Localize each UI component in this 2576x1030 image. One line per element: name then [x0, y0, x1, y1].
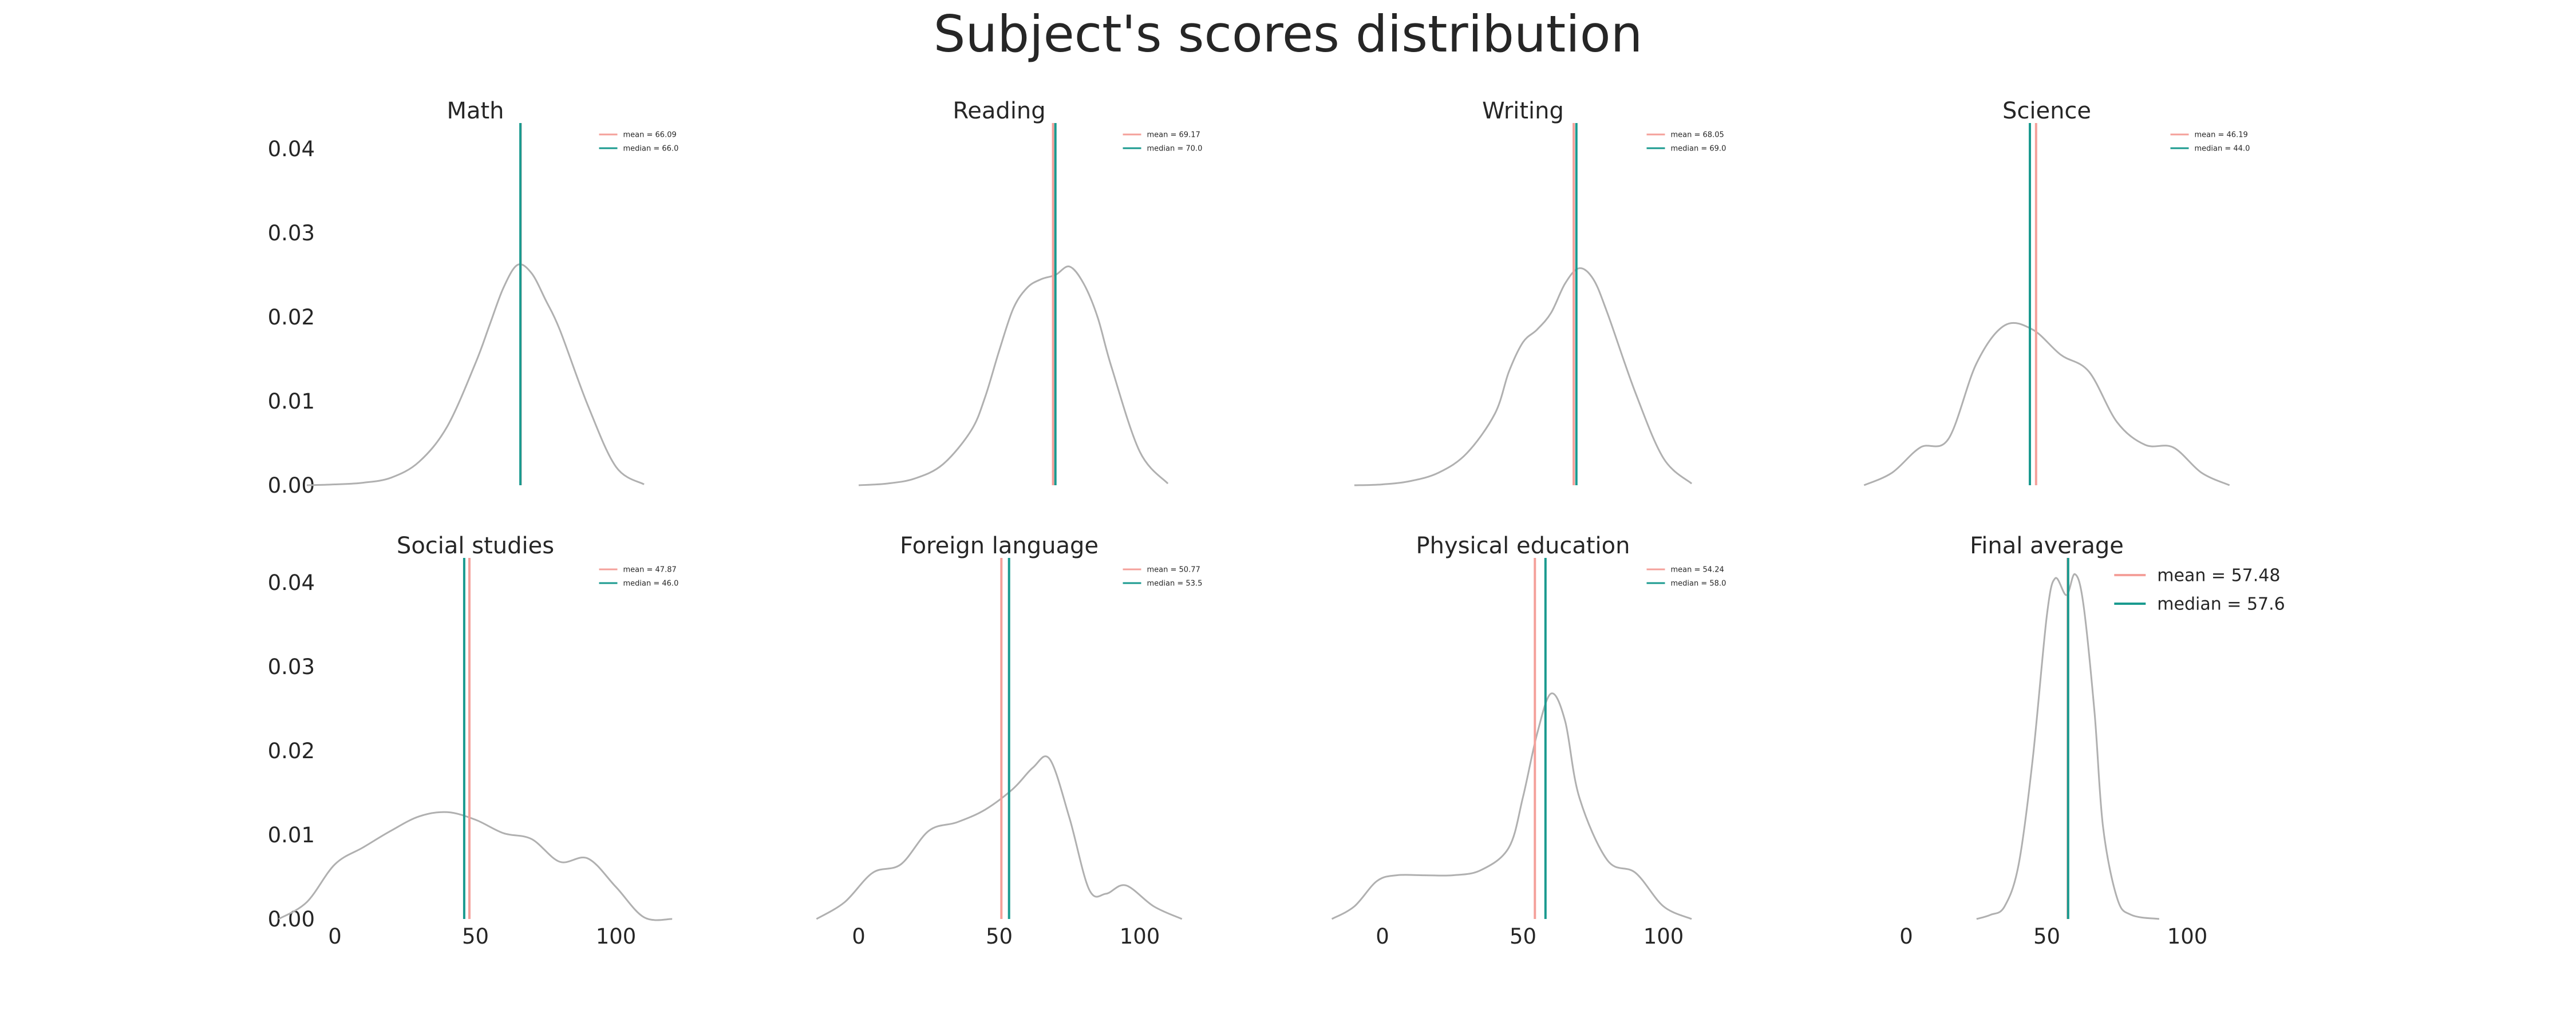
legend-mean-label: mean = 69.17 — [1147, 131, 1200, 140]
panel-title: Social studies — [397, 533, 554, 559]
y-tick-label: 0.03 — [268, 655, 315, 679]
panel-title: Writing — [1482, 98, 1564, 124]
legend-median-label: median = 69.0 — [1671, 145, 1726, 153]
legend-median-label: median = 57.6 — [2157, 595, 2285, 615]
legend-median-label: median = 46.0 — [623, 580, 679, 588]
panel-title: Foreign language — [900, 533, 1099, 559]
legend-mean-label: mean = 68.05 — [1671, 131, 1724, 140]
kde-curve — [1863, 322, 2230, 486]
y-tick-label: 0.01 — [268, 389, 315, 414]
legend-median-label: median = 53.5 — [1147, 580, 1203, 588]
legend-mean-label: mean = 47.87 — [623, 566, 677, 575]
kde-curve — [278, 811, 673, 921]
panel-6: Physical education 0 50 100 mean = 54.24 medi… — [1331, 533, 1726, 949]
kde-curve — [816, 755, 1183, 920]
panel-title: Final average — [1970, 533, 2124, 559]
kde-curve — [306, 263, 645, 486]
y-tick-label: 0.02 — [268, 739, 315, 763]
panel-title: Physical education — [1416, 533, 1630, 559]
x-tick-label: 50 — [1510, 924, 1536, 949]
panel-3: Science mean = 46.19 median = 44.0 — [1863, 98, 2250, 486]
panel-title: Reading — [953, 98, 1045, 124]
panel-7: Final average 0 50 100 mean = 57.48 median = … — [1899, 533, 2285, 949]
x-tick-label: 0 — [1376, 924, 1389, 949]
x-tick-label: 50 — [2033, 924, 2060, 949]
panel-title: Math — [447, 98, 504, 124]
x-tick-label: 0 — [852, 924, 866, 949]
legend-median-label: median = 58.0 — [1671, 580, 1726, 588]
kde-curve — [858, 266, 1169, 486]
y-tick-label: 0.01 — [268, 823, 315, 847]
legend-median-label: median = 44.0 — [2195, 145, 2250, 153]
legend-mean-label: mean = 66.09 — [623, 131, 677, 140]
panel-4: Social studies 0.00 0.01 0.02 0.03 0.04 0 50 100… — [268, 533, 679, 949]
legend-mean-label: mean = 54.24 — [1671, 566, 1724, 575]
legend-median-label: median = 70.0 — [1147, 145, 1203, 153]
x-tick-label: 50 — [462, 924, 489, 949]
x-tick-label: 0 — [1899, 924, 1913, 949]
legend-mean-label: mean = 57.48 — [2157, 566, 2280, 586]
legend-median-label: median = 66.0 — [623, 145, 679, 153]
panel-5: Foreign language 0 50 100 mean = 50.77 median… — [816, 533, 1202, 949]
figure-title: Subject's scores distribution — [934, 5, 1643, 64]
panel-1: Reading mean = 69.17 median = 70.0 — [858, 98, 1203, 486]
x-tick-label: 100 — [2167, 924, 2208, 949]
panel-2: Writing mean = 68.05 median = 69.0 — [1354, 98, 1726, 486]
legend-mean-label: mean = 46.19 — [2195, 131, 2248, 140]
panel-title: Science — [2002, 98, 2091, 124]
kde-curve — [1976, 573, 2160, 920]
y-tick-label: 0.04 — [268, 571, 315, 595]
y-tick-label: 0.00 — [268, 907, 315, 932]
x-tick-label: 0 — [328, 924, 342, 949]
y-tick-label: 0.02 — [268, 305, 315, 330]
legend-mean-label: mean = 50.77 — [1147, 566, 1200, 575]
kde-curve — [1331, 692, 1692, 920]
x-tick-label: 100 — [1120, 924, 1160, 949]
y-tick-label: 0.03 — [268, 221, 315, 245]
x-tick-label: 100 — [1643, 924, 1684, 949]
x-tick-label: 50 — [986, 924, 1013, 949]
x-tick-label: 100 — [596, 924, 637, 949]
kde-curve — [1354, 267, 1693, 486]
y-tick-label: 0.04 — [268, 137, 315, 161]
